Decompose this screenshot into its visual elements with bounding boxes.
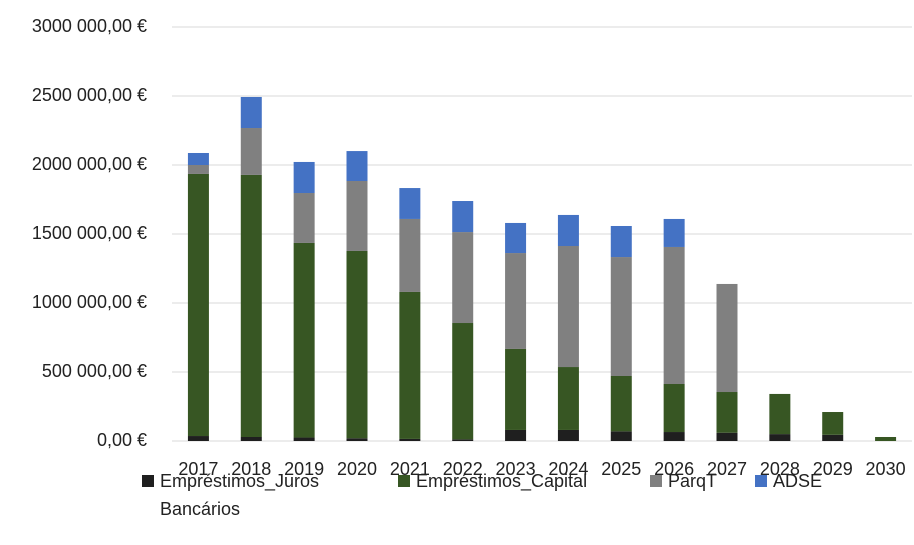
bar-segment bbox=[346, 151, 368, 182]
bar-segment bbox=[452, 201, 474, 233]
legend-swatch bbox=[755, 475, 767, 487]
bar-segment bbox=[557, 246, 579, 368]
x-tick-label: 2019 bbox=[284, 459, 324, 479]
y-tick-label: 1500 000,00 € bbox=[32, 223, 147, 243]
x-tick-label: 2029 bbox=[813, 459, 853, 479]
x-tick-label: 2018 bbox=[231, 459, 271, 479]
bar-segment bbox=[663, 246, 685, 385]
legend-label: Empréstimos_Juros Bancários bbox=[160, 471, 320, 519]
legend-label: Empréstimos_Capital bbox=[416, 471, 588, 491]
bar-segment bbox=[452, 439, 474, 441]
bar-segment bbox=[769, 434, 791, 441]
bar-segment bbox=[187, 165, 209, 174]
x-tick-label: 2028 bbox=[760, 459, 800, 479]
legend-item: ADSE bbox=[755, 467, 823, 495]
bar-segment bbox=[610, 257, 632, 377]
x-tick-label: 2021 bbox=[390, 459, 430, 479]
bar-segment bbox=[663, 218, 685, 247]
y-tick-label: 500 000,00 € bbox=[42, 361, 147, 381]
bar-segment bbox=[822, 412, 844, 435]
bar-segment bbox=[240, 96, 262, 129]
bar-segment bbox=[505, 222, 527, 254]
bar-segment bbox=[452, 232, 474, 324]
bar-segment bbox=[346, 250, 368, 439]
bar-segment bbox=[293, 161, 315, 194]
legend-item: Empréstimos_Capital bbox=[398, 467, 588, 495]
bar-segment bbox=[610, 376, 632, 432]
bar-segment bbox=[293, 193, 315, 243]
bar-segment bbox=[610, 225, 632, 258]
bar-segment bbox=[346, 438, 368, 441]
x-tick-label: 2023 bbox=[496, 459, 536, 479]
x-tick-label: 2026 bbox=[654, 459, 694, 479]
y-tick-label: 1000 000,00 € bbox=[32, 292, 147, 312]
legend-label: ParqT bbox=[668, 471, 718, 491]
bar-segment bbox=[716, 432, 738, 441]
bar-segment bbox=[399, 291, 421, 439]
x-tick-label: 2030 bbox=[866, 459, 906, 479]
bar-segment bbox=[187, 436, 209, 441]
legend-swatch bbox=[142, 475, 154, 487]
bar-segment bbox=[187, 173, 209, 437]
bar-segment bbox=[716, 392, 738, 433]
bar-segment bbox=[399, 218, 421, 292]
x-tick-label: 2024 bbox=[548, 459, 588, 479]
x-tick-label: 2027 bbox=[707, 459, 747, 479]
legend-item: ParqT bbox=[650, 467, 718, 495]
bar-segment bbox=[557, 214, 579, 247]
bar-segment bbox=[346, 181, 368, 251]
bar-segment bbox=[875, 436, 897, 441]
bar-segment bbox=[293, 437, 315, 441]
bar-segment bbox=[399, 188, 421, 219]
x-tick-label: 2017 bbox=[178, 459, 218, 479]
x-tick-label: 2022 bbox=[443, 459, 483, 479]
bar-segment bbox=[822, 434, 844, 441]
legend-label: ADSE bbox=[773, 471, 823, 491]
y-tick-label: 2000 000,00 € bbox=[32, 154, 147, 174]
bar-segment bbox=[187, 152, 209, 165]
x-tick-label: 2020 bbox=[337, 459, 377, 479]
bar-segment bbox=[505, 429, 527, 441]
bar-segment bbox=[557, 367, 579, 430]
bar-segment bbox=[293, 242, 315, 438]
bar-segment bbox=[240, 128, 262, 175]
bar-segment bbox=[240, 174, 262, 437]
bar-segment bbox=[240, 436, 262, 441]
legend-item: Empréstimos_Juros Bancários bbox=[142, 467, 360, 523]
bar-segment bbox=[663, 432, 685, 441]
y-tick-label: 2500 000,00 € bbox=[32, 85, 147, 105]
legend-swatch bbox=[398, 475, 410, 487]
bar-segment bbox=[452, 323, 474, 440]
bar-segment bbox=[557, 429, 579, 441]
bar-segment bbox=[505, 253, 527, 349]
bar-segment bbox=[769, 393, 791, 435]
bar-segment bbox=[505, 348, 527, 430]
y-tick-label: 3000 000,00 € bbox=[32, 16, 147, 36]
bar-segment bbox=[716, 283, 738, 393]
x-tick-label: 2025 bbox=[601, 459, 641, 479]
bar-segment bbox=[663, 384, 685, 433]
y-tick-label: 0,00 € bbox=[97, 430, 147, 450]
bar-segment bbox=[399, 438, 421, 441]
legend-swatch bbox=[650, 475, 662, 487]
bar-segment bbox=[610, 431, 632, 441]
